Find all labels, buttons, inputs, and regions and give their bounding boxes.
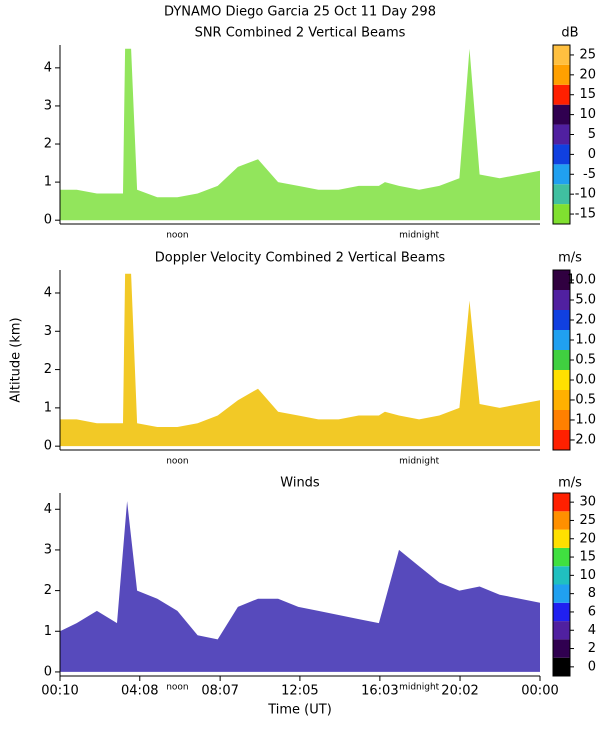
panel-title: Winds [280, 476, 320, 491]
y-tick-label: 0 [44, 664, 52, 679]
time-annotation: noon [166, 457, 188, 467]
colorbar-band [553, 657, 570, 676]
colorbar-tick-label: 15 [579, 550, 596, 565]
colorbar-band [553, 410, 570, 430]
colorbar-tick-label: 5.0 [575, 293, 596, 308]
colorbar-tick-label: 10.0 [567, 273, 596, 288]
colorbar-unit: dB [561, 26, 578, 41]
y-tick-label: 4 [44, 285, 52, 300]
data-field [60, 501, 540, 672]
time-annotation: midnight [399, 457, 440, 467]
colorbar-tick-label: 4 [588, 623, 596, 638]
colorbar-band [553, 350, 570, 370]
colorbar-unit: m/s [558, 476, 582, 491]
colorbar-band [553, 584, 570, 603]
colorbar-band [553, 204, 570, 224]
data-field [60, 273, 540, 447]
colorbar-unit: m/s [558, 251, 582, 266]
colorbar-tick-label: 8 [588, 586, 596, 601]
colorbar-band [553, 45, 570, 65]
colorbar-frame [552, 492, 571, 677]
colorbar-band [553, 184, 570, 205]
colorbar-band [553, 290, 570, 310]
y-tick-label: 4 [44, 502, 52, 517]
colorbar-band [553, 529, 570, 548]
x-axis-label: Time (UT) [267, 703, 332, 718]
colorbar-tick-label: -2.0 [571, 433, 596, 448]
colorbar-tick-label: -10 [575, 187, 596, 202]
figure-title: DYNAMO Diego Garcia 25 Oct 11 Day 298 [164, 5, 436, 20]
colorbar-band [553, 602, 570, 622]
colorbar-band [553, 370, 570, 390]
colorbar-tick-label: -0.5 [571, 393, 596, 408]
colorbar-band [553, 124, 570, 145]
y-tick-label: 3 [44, 542, 52, 557]
x-tick-label: 00:10 [41, 684, 78, 699]
x-tick-label: 20:02 [441, 684, 478, 699]
colorbar-tick-label: 0 [588, 147, 596, 162]
colorbar-band [553, 430, 570, 450]
y-tick-label: 3 [44, 98, 52, 113]
colorbar-tick-label: 25 [579, 47, 596, 62]
colorbar-band [553, 310, 570, 330]
y-axis-label: Altitude (km) [9, 317, 24, 402]
colorbar-band [553, 144, 570, 165]
colorbar-tick-label: 30 [579, 495, 596, 510]
y-tick-label: 1 [44, 175, 52, 190]
x-tick-label: 16:03 [361, 684, 398, 699]
colorbar-tick-label: 20 [579, 67, 596, 82]
colorbar-band [553, 639, 570, 658]
colorbar-tick-label: 0.5 [575, 353, 596, 368]
x-tick-label: 00:00 [521, 684, 558, 699]
time-annotation: noon [166, 683, 188, 693]
colorbar-tick-label: 20 [579, 531, 596, 546]
colorbar-tick-label: 2.0 [575, 313, 596, 328]
y-tick-label: 3 [44, 324, 52, 339]
colorbar-tick-label: 1.0 [575, 333, 596, 348]
colorbar-band [553, 270, 570, 290]
x-tick-label: 08:07 [201, 684, 238, 699]
colorbar-band [553, 566, 570, 585]
colorbar-tick-label: 2 [588, 641, 596, 656]
colorbar-tick-label: 25 [579, 513, 596, 528]
colorbar-tick-label: -5 [583, 167, 596, 182]
colorbar-tick-label: 6 [588, 604, 596, 619]
colorbar-tick-label: 0.0 [575, 373, 596, 388]
time-annotation: noon [166, 231, 188, 241]
y-tick-label: 0 [44, 213, 52, 228]
time-annotation: midnight [399, 231, 440, 241]
colorbar-band [553, 84, 570, 105]
colorbar-band [553, 64, 570, 85]
colorbar-band [553, 511, 570, 530]
y-tick-label: 1 [44, 624, 52, 639]
colorbar-tick-label: 10 [579, 107, 596, 122]
colorbar-band [553, 547, 570, 567]
colorbar-band [553, 330, 570, 350]
y-tick-label: 2 [44, 137, 52, 152]
x-tick-label: 12:05 [281, 684, 318, 699]
y-tick-label: 0 [44, 439, 52, 454]
colorbar-tick-label: 15 [579, 87, 596, 102]
colorbar-tick-label: 10 [579, 568, 596, 583]
data-field [60, 48, 540, 221]
y-tick-label: 2 [44, 362, 52, 377]
time-annotation: midnight [399, 683, 440, 693]
y-tick-label: 1 [44, 400, 52, 415]
y-tick-label: 2 [44, 583, 52, 598]
colorbar-tick-label: 0 [588, 659, 596, 674]
panel-title: SNR Combined 2 Vertical Beams [195, 26, 406, 41]
colorbar-band [553, 104, 570, 125]
y-tick-label: 4 [44, 60, 52, 75]
colorbar-band [553, 390, 570, 410]
colorbar-band [553, 493, 570, 512]
colorbar-tick-label: -1.0 [571, 413, 596, 428]
colorbar-band [553, 164, 570, 185]
colorbar-tick-label: -15 [575, 207, 596, 222]
colorbar-tick-label: 5 [588, 127, 596, 142]
colorbar-band [553, 621, 570, 640]
panel-title: Doppler Velocity Combined 2 Vertical Bea… [155, 251, 446, 266]
x-tick-label: 04:08 [121, 684, 158, 699]
